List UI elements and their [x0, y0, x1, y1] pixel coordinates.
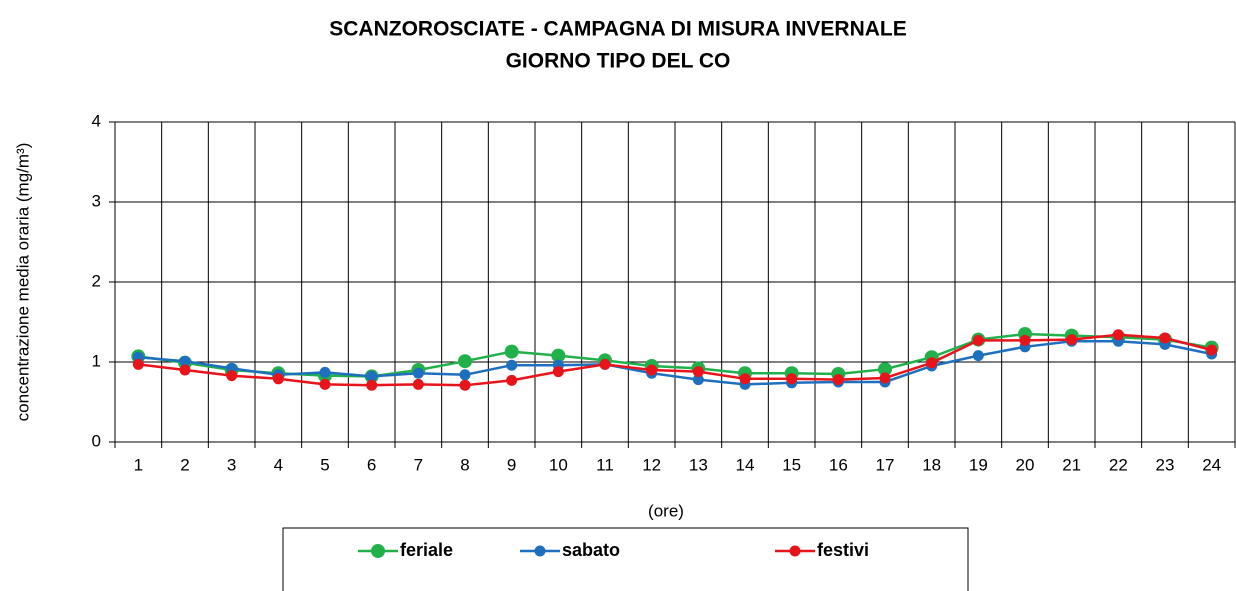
x-tick-label: 19 — [969, 455, 988, 474]
point — [551, 348, 566, 363]
legend-label: sabato — [562, 540, 620, 560]
point — [132, 358, 144, 370]
y-tick-label: 3 — [92, 191, 101, 210]
x-tick-label: 5 — [320, 455, 329, 474]
x-tick-label: 4 — [274, 455, 283, 474]
point — [366, 370, 378, 382]
point — [972, 350, 984, 362]
legend-marker — [534, 545, 546, 557]
legend-label: festivi — [817, 540, 869, 560]
x-tick-label: 7 — [414, 455, 423, 474]
point — [692, 374, 704, 386]
y-tick-label: 0 — [92, 431, 101, 450]
x-tick-label: 3 — [227, 455, 236, 474]
x-tick-label: 13 — [689, 455, 708, 474]
x-tick-label: 14 — [736, 455, 755, 474]
point — [646, 364, 658, 376]
point — [459, 369, 471, 381]
x-tick-label: 21 — [1062, 455, 1081, 474]
x-tick-label: 2 — [180, 455, 189, 474]
point — [1159, 332, 1171, 344]
chart-title: SCANZOROSCIATE - CAMPAGNA DI MISURA INVE… — [329, 18, 907, 41]
point — [226, 370, 238, 382]
point — [739, 373, 751, 385]
point — [1066, 334, 1078, 346]
x-tick-label: 22 — [1109, 455, 1128, 474]
legend-marker — [789, 545, 801, 557]
series-line — [138, 339, 1212, 386]
series-line — [138, 332, 1212, 378]
y-axis-label: concentrazione media oraria (mg/m³) — [13, 143, 32, 422]
y-tick-label: 2 — [92, 271, 101, 290]
x-tick-label: 16 — [829, 455, 848, 474]
point — [504, 344, 519, 359]
point — [412, 378, 424, 390]
x-tick-label: 23 — [1156, 455, 1175, 474]
point — [599, 358, 611, 370]
point — [412, 367, 424, 379]
x-tick-label: 12 — [642, 455, 661, 474]
x-tick-label: 1 — [134, 455, 143, 474]
point — [552, 366, 564, 378]
point — [1019, 334, 1031, 346]
point — [506, 359, 518, 371]
x-axis-label: (ore) — [648, 501, 684, 520]
x-tick-label: 11 — [596, 455, 614, 474]
point — [506, 374, 518, 386]
legend-label: feriale — [400, 540, 453, 560]
point — [179, 355, 191, 367]
point — [459, 379, 471, 391]
x-tick-label: 10 — [549, 455, 568, 474]
point — [832, 374, 844, 386]
legend-box — [282, 527, 969, 591]
x-tick-label: 6 — [367, 455, 376, 474]
y-tick-label: 1 — [92, 351, 101, 370]
point — [1206, 344, 1218, 356]
x-tick-label: 15 — [782, 455, 801, 474]
point — [1112, 329, 1124, 341]
series-line — [138, 333, 1212, 387]
point — [319, 378, 331, 390]
x-tick-label: 24 — [1202, 455, 1221, 474]
point — [879, 372, 891, 384]
x-tick-label: 18 — [922, 455, 941, 474]
point — [786, 373, 798, 385]
point — [926, 357, 938, 369]
x-tick-label: 9 — [507, 455, 516, 474]
point — [319, 366, 331, 378]
point — [366, 379, 378, 391]
point — [692, 366, 704, 378]
x-tick-label: 8 — [460, 455, 469, 474]
point — [878, 362, 892, 377]
x-tick-label: 17 — [876, 455, 895, 474]
point — [272, 373, 284, 385]
y-tick-label: 4 — [92, 111, 101, 130]
x-tick-label: 20 — [1016, 455, 1035, 474]
point — [458, 354, 472, 369]
point — [179, 364, 191, 376]
chart-title: GIORNO TIPO DEL CO — [506, 50, 731, 73]
legend-marker — [371, 544, 385, 558]
point — [972, 334, 984, 346]
